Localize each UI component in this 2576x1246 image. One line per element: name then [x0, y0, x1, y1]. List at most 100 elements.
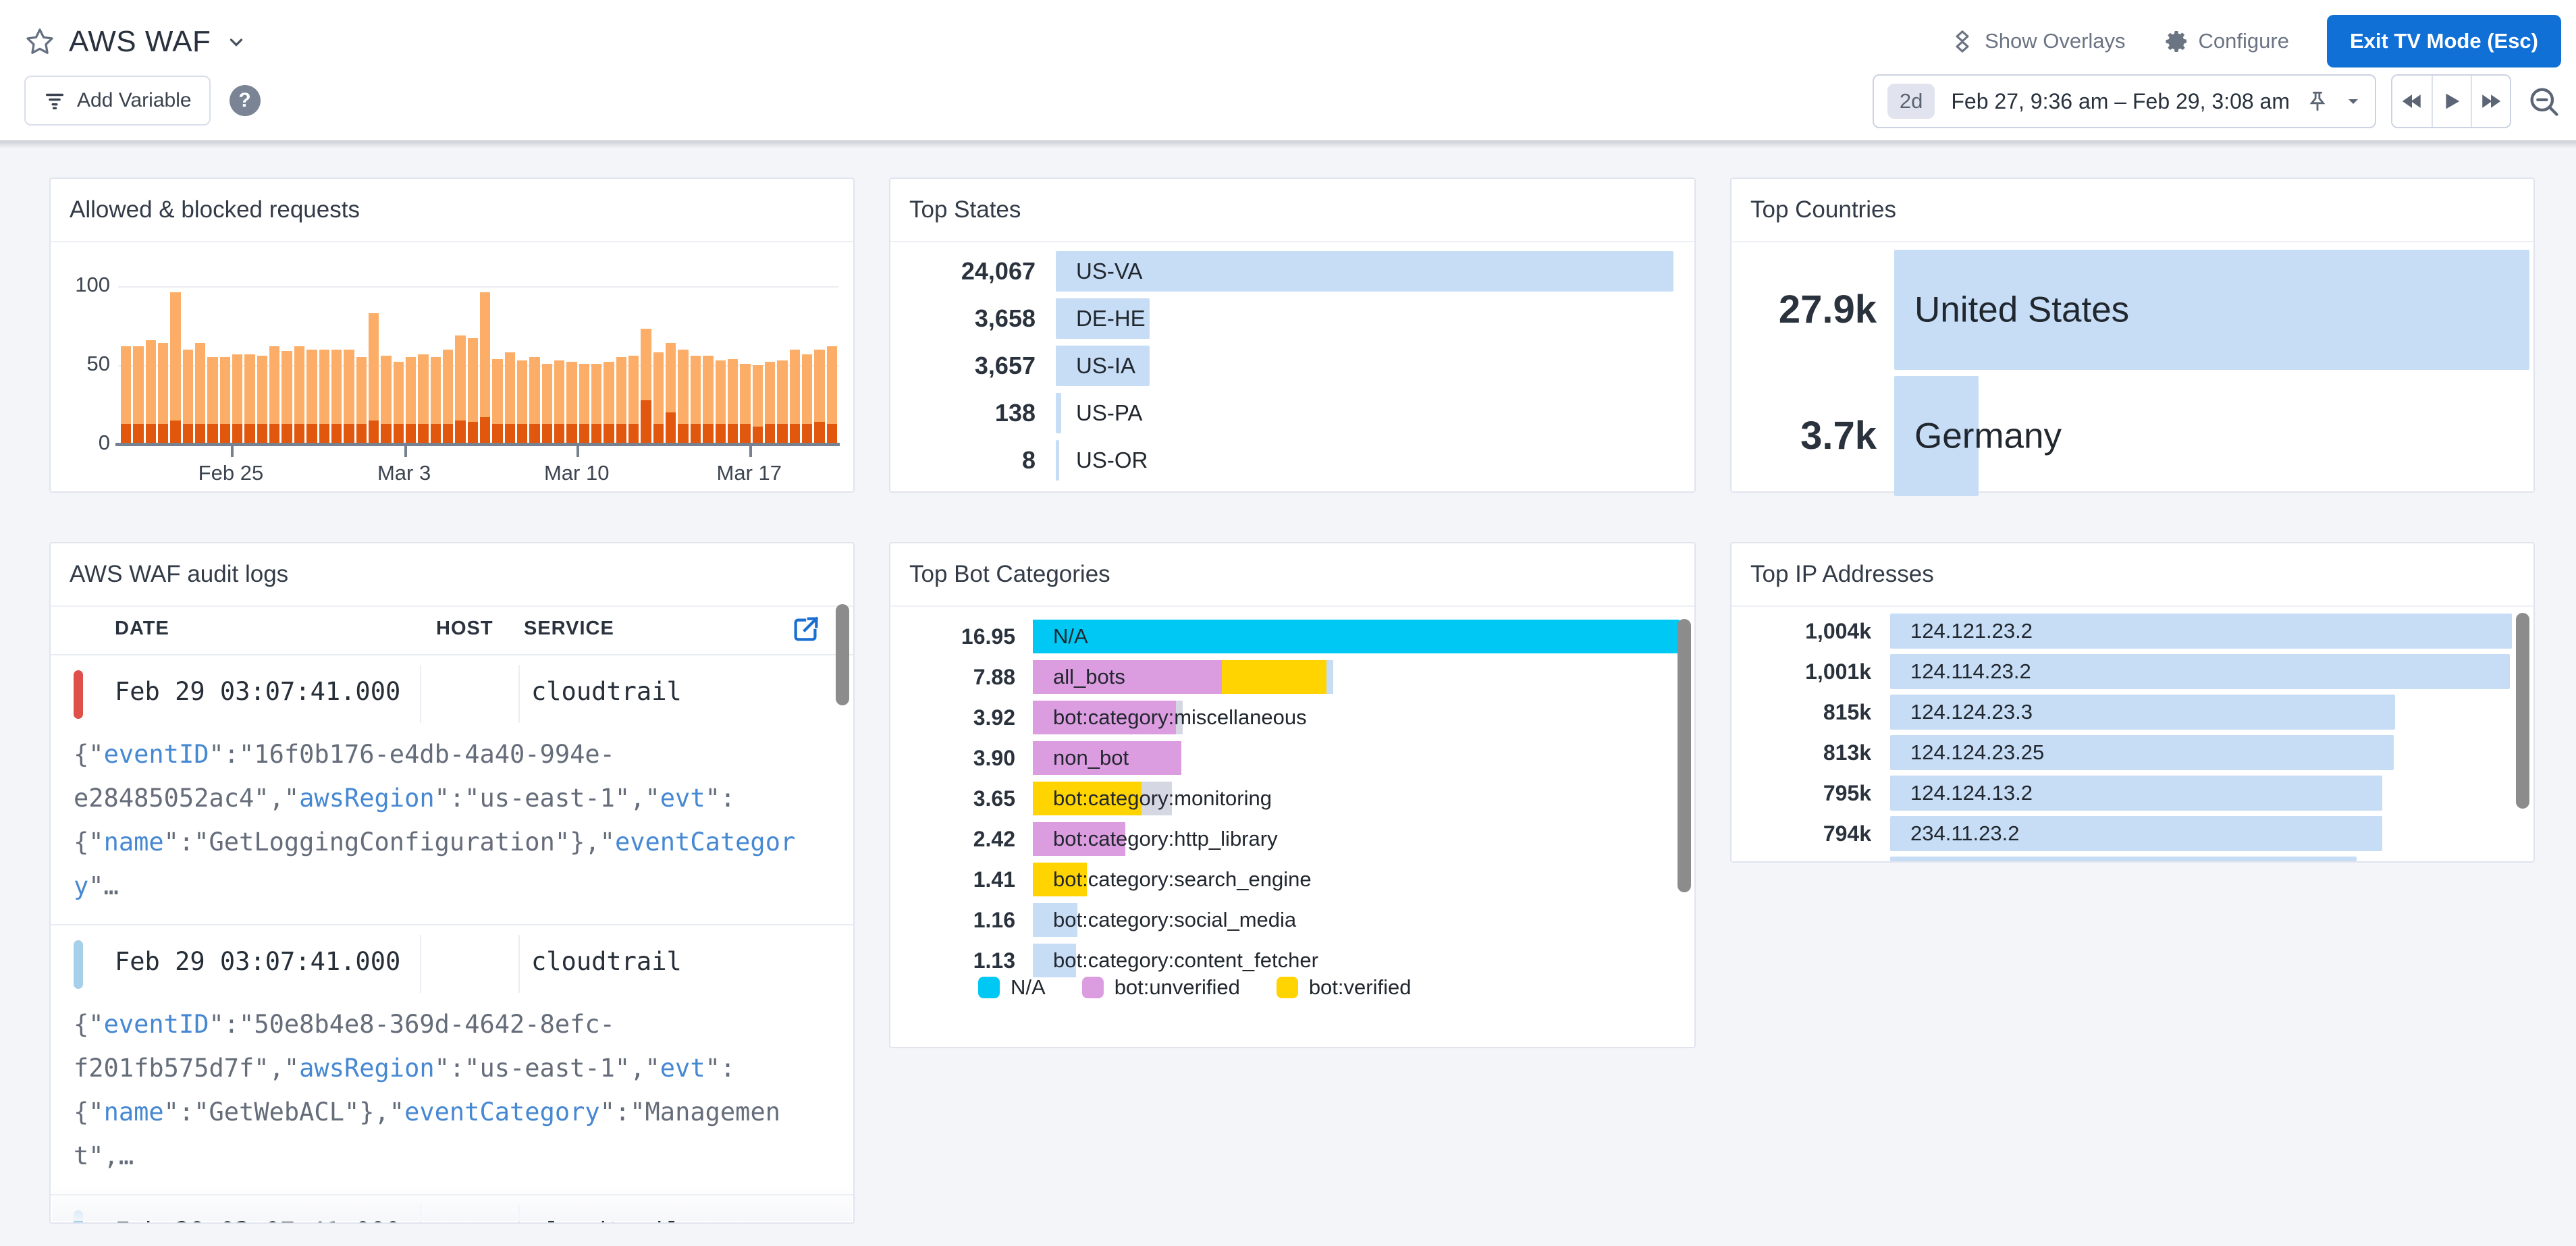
toplist-row[interactable]: 7.88 all_bots: [901, 657, 1681, 697]
toplist-row[interactable]: 2.42 bot:category:http_library: [901, 819, 1681, 859]
allowed-segment: [269, 346, 280, 424]
toplist-row[interactable]: 1.16 bot:category:social_media: [901, 900, 1681, 940]
toplist-row[interactable]: 8 US-OR: [904, 437, 1681, 484]
toplist-row[interactable]: 3.65 bot:category:monitoring: [901, 778, 1681, 819]
allowed-segment: [752, 365, 763, 427]
blocked-segment: [306, 423, 317, 444]
log-status-bar: [74, 670, 83, 719]
zoom-out-button[interactable]: [2526, 84, 2561, 119]
top-actions: Show Overlays Configure Exit TV Mode (Es…: [1950, 12, 2561, 70]
toplist-label: bot:category:search_engine: [1053, 867, 1312, 891]
toplist-label: US-VA: [1076, 259, 1143, 283]
allowed-segment: [690, 355, 701, 424]
favorite-star-icon[interactable]: [24, 26, 55, 57]
toplist-row[interactable]: 3,658 DE-HE: [904, 295, 1681, 342]
column-separator: [420, 1205, 421, 1222]
log-status-bar: [74, 940, 83, 989]
dashboard-title-row: AWS WAF: [24, 15, 248, 69]
time-back-button[interactable]: [2392, 76, 2432, 127]
bar-segment-unverified: [1033, 822, 1125, 856]
chart-bar: [703, 355, 714, 444]
toplist-bar-fill: [1056, 346, 1150, 386]
toplist-row[interactable]: 3.92 bot:category:miscellaneous: [901, 697, 1681, 738]
pin-icon[interactable]: [2306, 90, 2329, 113]
blocked-segment: [158, 423, 169, 444]
time-play-button[interactable]: [2432, 76, 2471, 127]
toplist-value: 3.92: [973, 705, 1015, 730]
legend-item[interactable]: N/A: [978, 975, 1046, 1000]
exit-tv-mode-button[interactable]: Exit TV Mode (Esc): [2326, 15, 2561, 67]
toplist-row[interactable]: 794k 234.11.23.2: [1746, 813, 2520, 854]
chart-bar: [826, 346, 837, 444]
chart-bar: [678, 349, 689, 444]
panel-top-states: Top States 24,067 US-VA 3,658 DE-HE 3,657 US-…: [889, 178, 1696, 493]
blocked-segment: [269, 423, 280, 444]
ips-scrollbar[interactable]: [2516, 613, 2529, 809]
bar-segment-verified: [1221, 660, 1327, 694]
toplist-row[interactable]: 24,067 US-VA: [904, 248, 1681, 295]
legend-item[interactable]: bot:unverified: [1081, 975, 1240, 1000]
toplist-value: 24,067: [961, 257, 1036, 285]
gear-icon: [2166, 30, 2186, 52]
chart-bar: [764, 362, 776, 444]
help-icon[interactable]: ?: [229, 85, 261, 116]
x-tick-label: Feb 25: [198, 461, 264, 485]
toplist-row[interactable]: 813k 124.124.23.25: [1746, 732, 2520, 773]
panel-divider: [51, 605, 853, 607]
toplist-row[interactable]: 1.41 bot:category:search_engine: [901, 859, 1681, 900]
log-row[interactable]: Feb 29 03:07:41.000cloudtrail{"eventID":…: [51, 1195, 853, 1222]
allowed-segment: [579, 363, 590, 424]
toplist-row[interactable]: 27.9k United States: [1748, 248, 2529, 371]
toplist-row[interactable]: 16.95 N/A: [901, 616, 1681, 657]
toplist-row[interactable]: 795k 124.124.13.2: [1746, 773, 2520, 813]
toplist-row[interactable]: 3,657 US-IA: [904, 342, 1681, 389]
column-separator: [518, 1205, 520, 1222]
blocked-segment: [182, 423, 194, 444]
time-range-picker[interactable]: 2d Feb 27, 9:36 am – Feb 29, 3:08 am: [1872, 74, 2376, 128]
toplist-row[interactable]: 815k 124.124.23.3: [1746, 692, 2520, 732]
chart-bar: [393, 362, 404, 444]
chart-bar: [257, 355, 268, 444]
toplist-row[interactable]: 1.13 bot:category:content_fetcher: [901, 940, 1681, 981]
toplist-row[interactable]: 3.7k Germany: [1748, 374, 2520, 497]
toplist-row[interactable]: 1,001k 124.114.23.2: [1746, 651, 2520, 692]
open-in-log-explorer-icon[interactable]: [790, 614, 822, 648]
configure-button[interactable]: Configure: [2164, 28, 2289, 54]
toplist-value: 3.65: [973, 786, 1015, 811]
bots-toplist: 16.95 N/A 7.88 all_bots 3.92 bot:category:mis…: [901, 616, 1681, 981]
rewind-icon: [2402, 94, 2421, 108]
time-forward-button[interactable]: [2471, 76, 2510, 127]
title-dropdown-chevron-icon[interactable]: [224, 30, 248, 54]
legend-item[interactable]: bot:verified: [1276, 975, 1411, 1000]
chart-bar: [653, 352, 664, 444]
chart-bar: [170, 292, 181, 444]
allowed-segment: [653, 352, 664, 424]
blocked-segment: [628, 423, 639, 444]
toplist-row[interactable]: 138 US-PA: [904, 389, 1681, 437]
log-json-line: {"eventID":"50e8b4e8-369d-4642-8efc-: [74, 1010, 615, 1039]
logs-scrollbar[interactable]: [836, 604, 849, 705]
toplist-bar: bot:category:monitoring: [1033, 782, 1680, 815]
allowed-segment: [789, 349, 800, 424]
toplist-row[interactable]: 1,004k 124.121.23.2: [1746, 611, 2520, 651]
toplist-row[interactable]: 3.90 non_bot: [901, 738, 1681, 778]
toplist-label: US-PA: [1076, 400, 1143, 425]
bots-scrollbar[interactable]: [1678, 619, 1691, 892]
log-meta: Feb 29 03:07:41.000 cloudtrail: [51, 935, 853, 993]
caret-down-icon[interactable]: [2345, 93, 2361, 109]
add-variable-button[interactable]: Add Variable: [24, 76, 211, 126]
chart-bar: [331, 349, 342, 444]
y-tick-label: 50: [86, 352, 110, 375]
blocked-segment: [603, 423, 614, 444]
chart-bar: [244, 354, 255, 444]
toplist-value: 815k: [1823, 699, 1871, 724]
toplist-bar-fill: [1894, 375, 1979, 496]
toplist-value: 1.16: [973, 907, 1015, 932]
time-preset-chip: 2d: [1887, 84, 1935, 119]
requests-bar-chart[interactable]: [121, 281, 837, 444]
toplist-bar: non_bot: [1033, 741, 1680, 775]
allowed-segment: [504, 352, 515, 424]
show-overlays-button[interactable]: Show Overlays: [1950, 28, 2126, 54]
